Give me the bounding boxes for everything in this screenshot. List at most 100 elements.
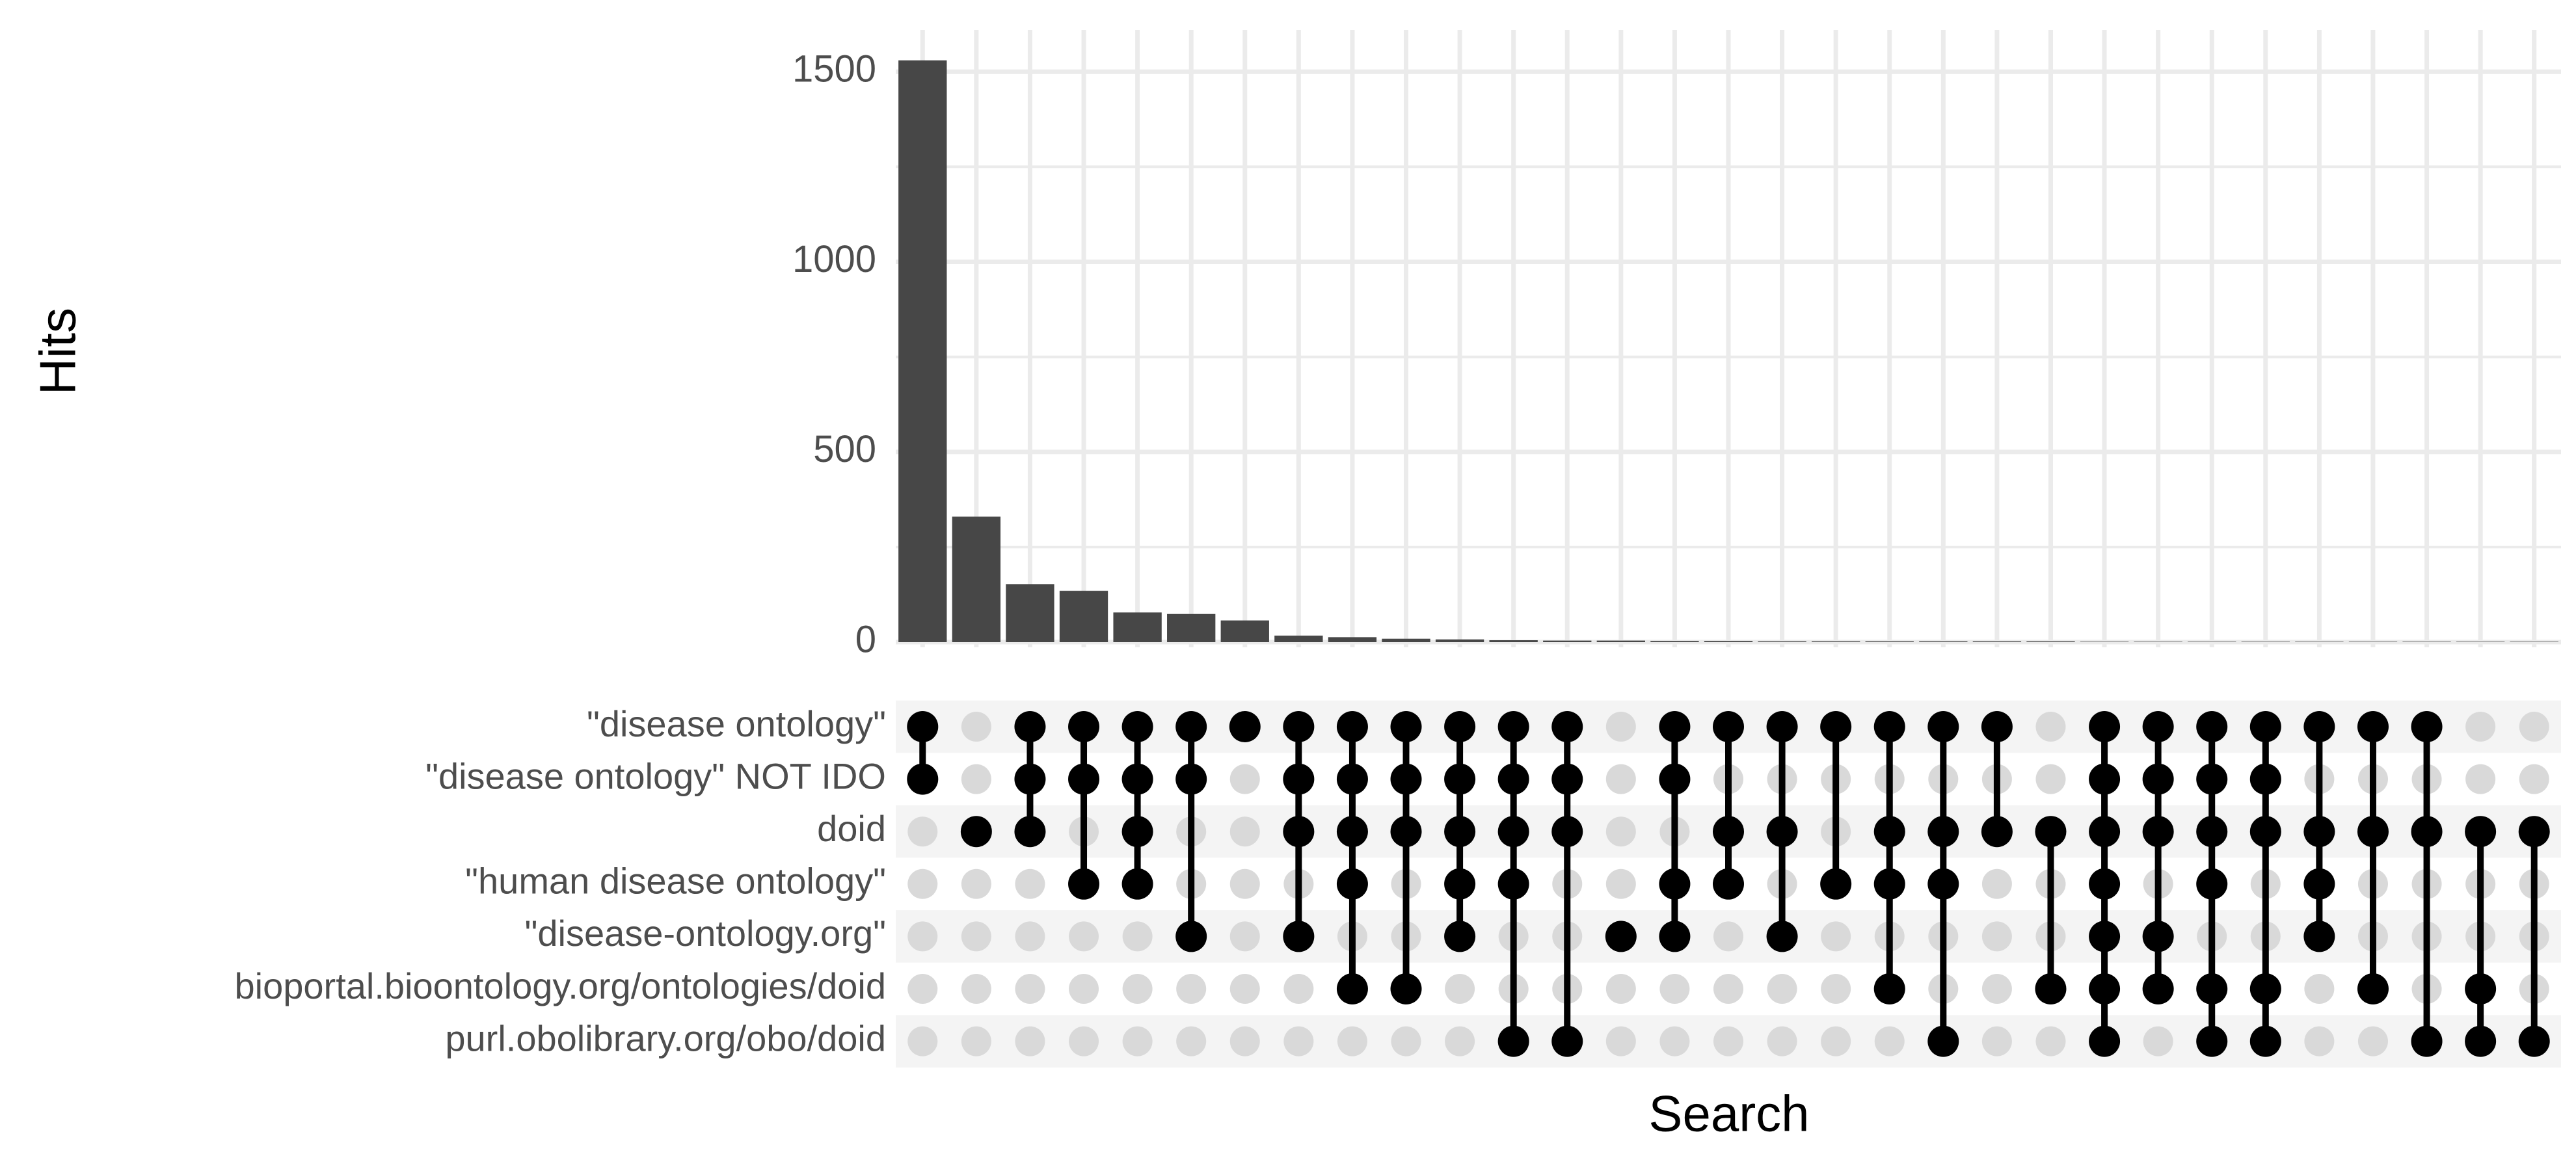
empty-dot xyxy=(907,868,938,899)
y-tick-label: 1000 xyxy=(792,238,876,280)
empty-dot xyxy=(1821,974,1851,1004)
member-dot xyxy=(1068,711,1100,742)
member-dot xyxy=(2411,1025,2443,1057)
member-dot xyxy=(1497,711,1529,742)
empty-dot xyxy=(907,1026,938,1057)
empty-dot xyxy=(1069,921,1099,952)
set-label: purl.obolibrary.org/obo/doid xyxy=(445,1017,886,1058)
empty-dot xyxy=(1767,974,1797,1004)
member-dot xyxy=(1497,868,1529,900)
empty-dot xyxy=(1337,1026,1367,1057)
member-dot xyxy=(1175,711,1207,742)
bar xyxy=(1812,641,1860,642)
member-dot xyxy=(1336,973,1368,1004)
set-label: "disease-ontology.org" xyxy=(525,913,887,954)
member-dot xyxy=(1659,711,1691,742)
member-dot xyxy=(2249,1025,2281,1057)
member-dot xyxy=(2357,816,2389,848)
empty-dot xyxy=(1122,1026,1153,1057)
empty-dot xyxy=(1767,1026,1797,1057)
empty-dot xyxy=(1015,974,1045,1004)
member-dot xyxy=(2465,816,2497,848)
member-dot xyxy=(1283,816,1315,848)
empty-dot xyxy=(1283,1026,1314,1057)
member-dot xyxy=(1390,711,1422,742)
member-dot xyxy=(1390,816,1422,848)
member-dot xyxy=(1283,711,1315,742)
empty-dot xyxy=(1229,868,1260,899)
member-dot xyxy=(1927,1025,1959,1057)
set-label: bioportal.bioontology.org/ontologies/doi… xyxy=(235,965,886,1006)
member-dot xyxy=(2465,1025,2497,1057)
empty-dot xyxy=(1176,974,1207,1004)
bar xyxy=(1758,641,1806,642)
member-dot xyxy=(1551,711,1583,742)
empty-dot xyxy=(2035,764,2066,794)
member-dot xyxy=(1551,816,1583,848)
empty-dot xyxy=(1229,1026,1260,1057)
set-label: "disease ontology" NOT IDO xyxy=(425,755,886,796)
member-dot xyxy=(1390,973,1422,1004)
member-dot xyxy=(1336,763,1368,795)
empty-dot xyxy=(1605,974,1636,1004)
member-dot xyxy=(2089,1025,2121,1057)
member-dot xyxy=(2089,711,2121,742)
empty-dot xyxy=(1659,974,1690,1004)
member-dot xyxy=(1444,816,1476,848)
empty-dot xyxy=(1981,974,2012,1004)
empty-dot xyxy=(1283,974,1314,1004)
member-dot xyxy=(2357,973,2389,1004)
bar xyxy=(2402,641,2451,642)
member-dot xyxy=(2196,868,2228,900)
member-dot xyxy=(2518,1025,2550,1057)
member-dot xyxy=(1927,868,1959,900)
empty-dot xyxy=(961,868,991,899)
empty-dot xyxy=(1981,921,2012,952)
bar xyxy=(2026,641,2075,642)
member-dot xyxy=(2089,816,2121,848)
empty-dot xyxy=(1874,1026,1905,1057)
member-dot xyxy=(2411,711,2443,742)
empty-dot xyxy=(2465,712,2496,742)
y-tick-label: 500 xyxy=(813,428,876,470)
bar xyxy=(1596,640,1645,642)
member-dot xyxy=(2142,711,2174,742)
member-dot xyxy=(2465,973,2497,1004)
member-dot xyxy=(1659,868,1691,900)
y-tick-label: 1500 xyxy=(792,48,876,90)
member-dot xyxy=(1497,816,1529,848)
bar xyxy=(1972,641,2022,642)
bar xyxy=(1865,641,1914,642)
bar xyxy=(1274,636,1323,642)
empty-dot xyxy=(961,712,991,742)
member-dot xyxy=(1713,868,1744,900)
empty-dot xyxy=(1069,974,1099,1004)
member-dot xyxy=(1121,868,1153,900)
member-dot xyxy=(2249,816,2281,848)
member-dot xyxy=(1820,868,1852,900)
member-dot xyxy=(1336,711,1368,742)
member-dot xyxy=(2249,763,2281,795)
empty-dot xyxy=(907,974,938,1004)
member-dot xyxy=(1497,1025,1529,1057)
member-dot xyxy=(1873,816,1905,848)
empty-dot xyxy=(1069,1026,1099,1057)
member-dot xyxy=(1444,868,1476,900)
empty-dot xyxy=(961,974,991,1004)
bar xyxy=(2134,641,2182,642)
empty-dot xyxy=(1015,868,1045,899)
member-dot xyxy=(1175,921,1207,952)
member-dot xyxy=(2196,711,2228,742)
bar xyxy=(1543,640,1592,642)
empty-dot xyxy=(907,921,938,952)
bar xyxy=(2295,641,2344,642)
member-dot xyxy=(1121,816,1153,848)
empty-dot xyxy=(1122,921,1153,952)
empty-dot xyxy=(1605,1026,1636,1057)
member-dot xyxy=(2196,816,2228,848)
bar xyxy=(2510,641,2558,642)
empty-dot xyxy=(1713,974,1743,1004)
member-dot xyxy=(2089,868,2121,900)
member-dot xyxy=(2303,868,2335,900)
